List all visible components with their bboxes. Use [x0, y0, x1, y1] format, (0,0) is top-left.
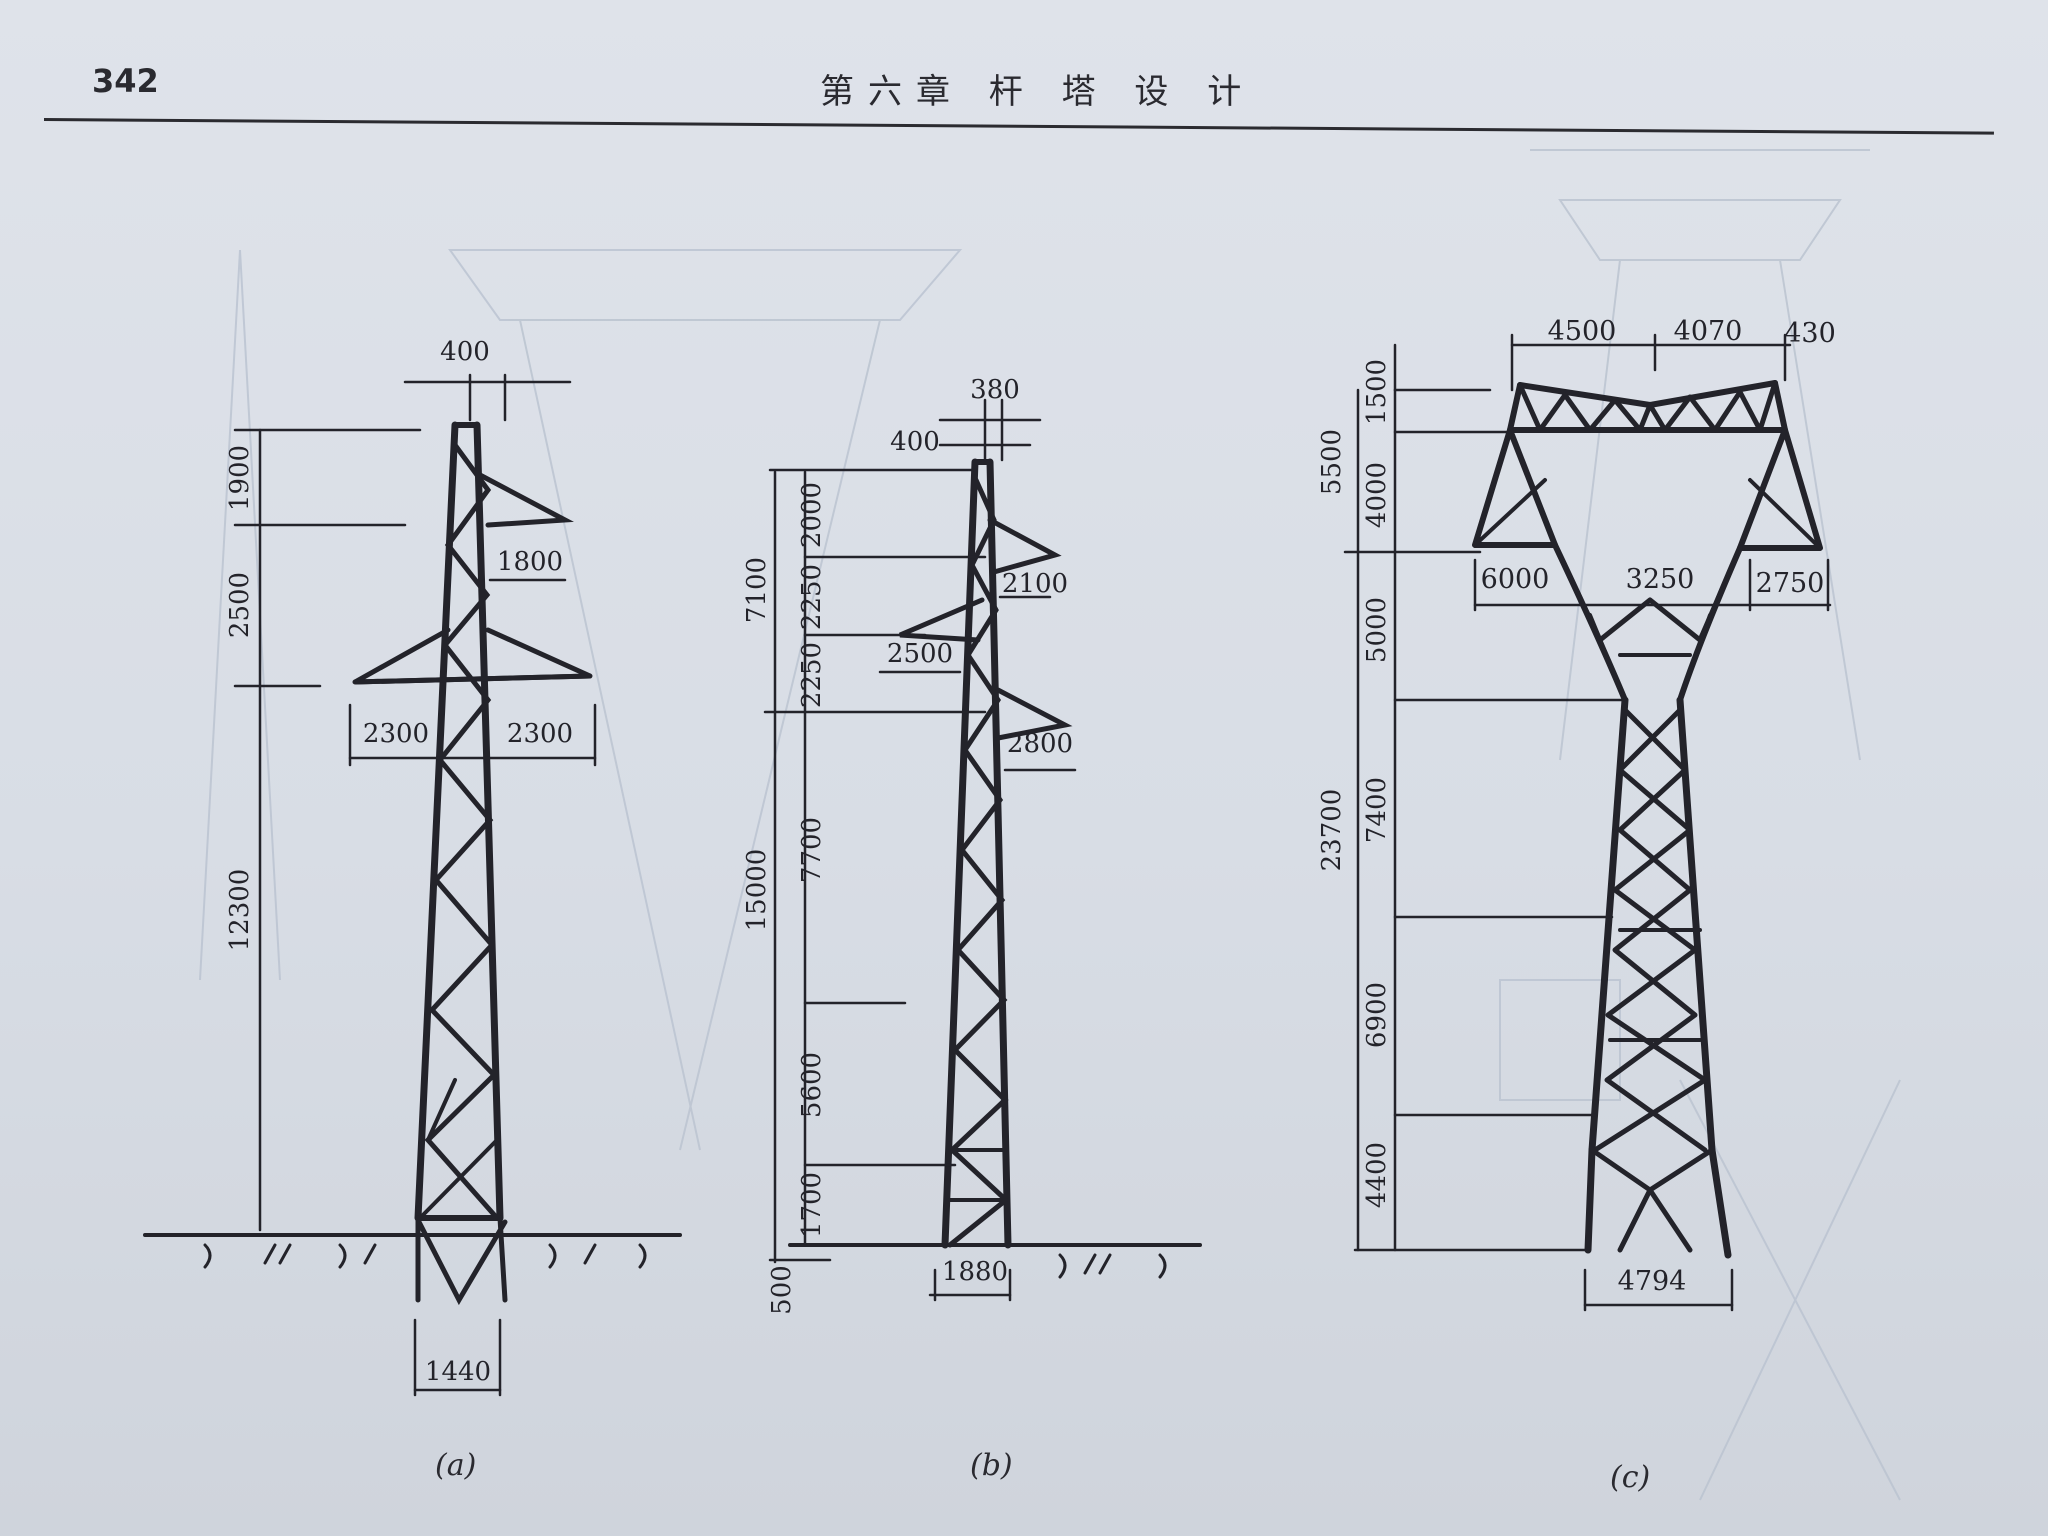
dim-b-h1700: 1700	[797, 1172, 827, 1238]
dim-b-top2: 400	[890, 427, 940, 457]
page-number: 342	[92, 62, 159, 100]
dim-a-h1: 1900	[225, 445, 255, 511]
dim-b-h2000: 2000	[797, 482, 827, 548]
caption-b: (b)	[970, 1448, 1013, 1483]
dim-c-h1500: 1500	[1362, 359, 1392, 425]
dim-b-top1: 380	[970, 375, 1020, 405]
dim-b-h7100: 7100	[742, 557, 772, 623]
dim-c-h4000: 4000	[1362, 462, 1392, 528]
dim-c-h23700: 23700	[1317, 789, 1347, 872]
chapter-title: 第六章 杆 塔 设 计	[820, 72, 1256, 112]
dim-c-top430: 430	[1784, 318, 1836, 349]
dim-c-h6900: 6900	[1362, 982, 1392, 1048]
dim-a-left-arm: 2300	[363, 719, 429, 749]
dim-c-h4400: 4400	[1362, 1142, 1392, 1208]
dim-b-h2250b: 2250	[797, 642, 827, 708]
dim-b-arm2500: 2500	[887, 639, 953, 669]
dim-c-mid3250: 3250	[1626, 564, 1695, 595]
tower-b: 380 400 2000 2250 2250 7100 7700 15000 5…	[742, 375, 1202, 1315]
dim-b-h500: 500	[767, 1265, 797, 1315]
dim-a-upper-arm: 1800	[497, 547, 563, 577]
bleed-through	[199, 149, 1901, 1501]
dim-c-h5000: 5000	[1362, 597, 1392, 663]
dim-c-base-width: 4794	[1618, 1266, 1687, 1297]
dim-a-base-width: 1440	[425, 1357, 491, 1387]
dim-c-h5500: 5500	[1317, 429, 1347, 495]
dim-a-right-arm: 2300	[507, 719, 573, 749]
dim-a-top-width: 400	[440, 337, 490, 367]
dim-b-arm2800: 2800	[1007, 729, 1073, 759]
dim-b-base-width: 1880	[942, 1257, 1008, 1287]
dim-c-mid6000: 6000	[1481, 564, 1550, 595]
tower-a: 400 1900 2500 12300 1800 2300 2300 1440	[143, 337, 682, 1397]
tower-c: 4500 4070 430 1500 5500 4000 6000 3250 2…	[1317, 316, 1836, 1312]
caption-a: (a)	[435, 1448, 477, 1483]
dim-c-mid2750: 2750	[1756, 568, 1825, 599]
dim-c-h7400: 7400	[1362, 777, 1392, 843]
dim-c-top4500: 4500	[1548, 316, 1617, 347]
dim-b-h15000: 15000	[742, 849, 772, 932]
dim-c-top4070: 4070	[1674, 316, 1743, 347]
dim-b-h7700: 7700	[797, 817, 827, 883]
dim-b-h5600: 5600	[797, 1052, 827, 1118]
dim-b-h2250a: 2250	[797, 564, 827, 630]
dim-a-h3: 12300	[225, 869, 255, 952]
caption-c: (c)	[1610, 1460, 1651, 1495]
dim-b-arm2100: 2100	[1002, 569, 1068, 599]
dim-a-h2: 2500	[225, 572, 255, 638]
